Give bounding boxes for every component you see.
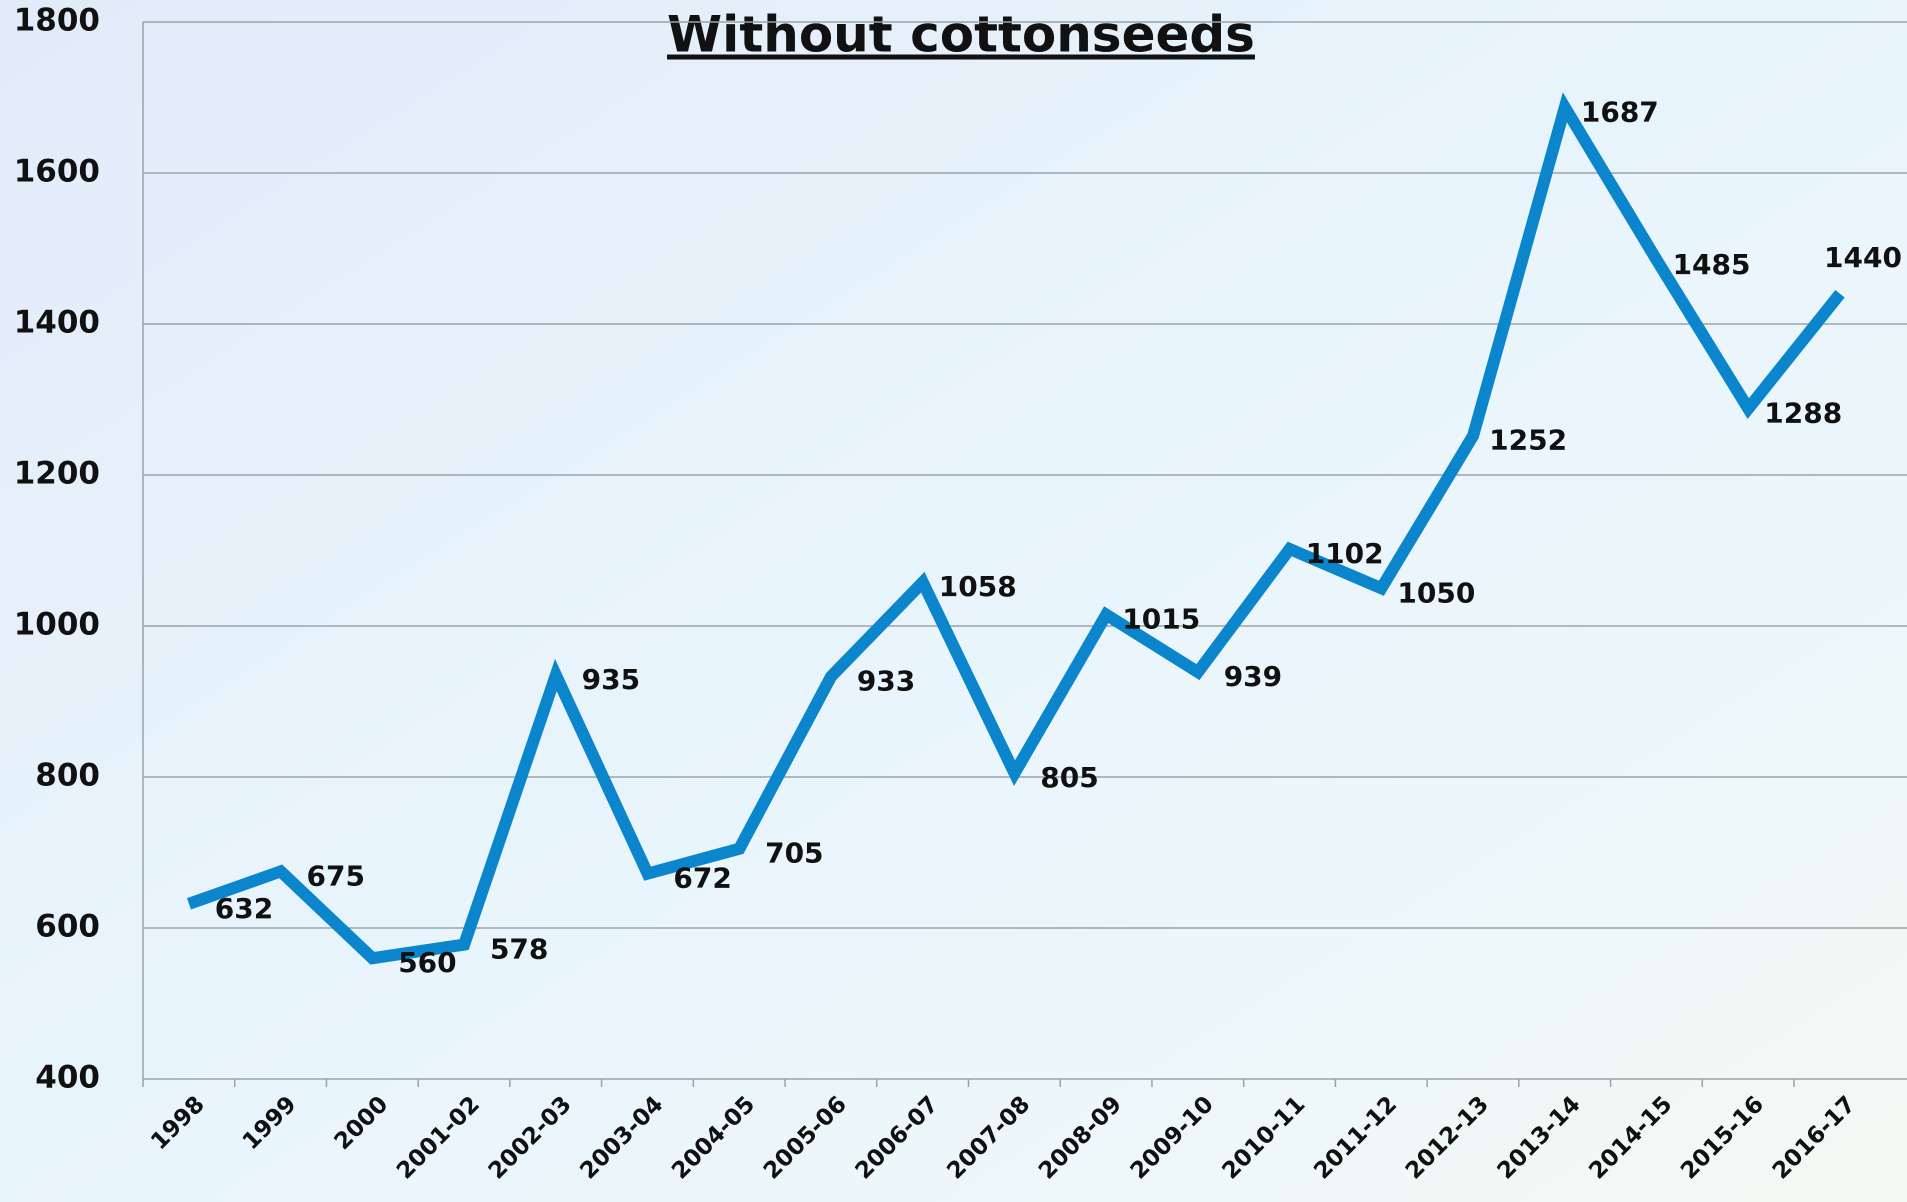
data-line	[186, 92, 1845, 965]
data-label: 1050	[1397, 576, 1475, 609]
y-tick-label: 1000	[14, 607, 100, 643]
data-label: 1485	[1673, 248, 1751, 281]
data-label: 1288	[1764, 397, 1842, 430]
chart-title: Without cottonseeds	[667, 6, 1255, 64]
data-label: 933	[857, 665, 915, 698]
y-tick-label: 1800	[14, 3, 100, 39]
data-label: 1015	[1122, 603, 1200, 636]
data-label: 935	[582, 663, 640, 696]
y-tick-label: 600	[35, 909, 100, 945]
data-label: 672	[673, 862, 731, 895]
data-label: 939	[1224, 660, 1282, 693]
data-label: 1058	[939, 570, 1017, 603]
data-label: 1440	[1824, 241, 1902, 274]
data-label: 1102	[1306, 537, 1384, 570]
data-label: 805	[1040, 761, 1098, 794]
data-label: 632	[215, 892, 273, 925]
y-tick-label: 800	[35, 758, 100, 794]
y-tick-label: 1200	[14, 456, 100, 492]
data-label: 1687	[1581, 95, 1659, 128]
data-label: 675	[306, 859, 364, 892]
y-tick-label: 1400	[14, 305, 100, 341]
data-label: 705	[765, 837, 823, 870]
data-label: 560	[398, 946, 456, 979]
y-tick-label: 1600	[14, 154, 100, 190]
y-tick-label: 400	[35, 1060, 100, 1096]
data-label: 1252	[1489, 424, 1567, 457]
data-label: 578	[490, 933, 548, 966]
